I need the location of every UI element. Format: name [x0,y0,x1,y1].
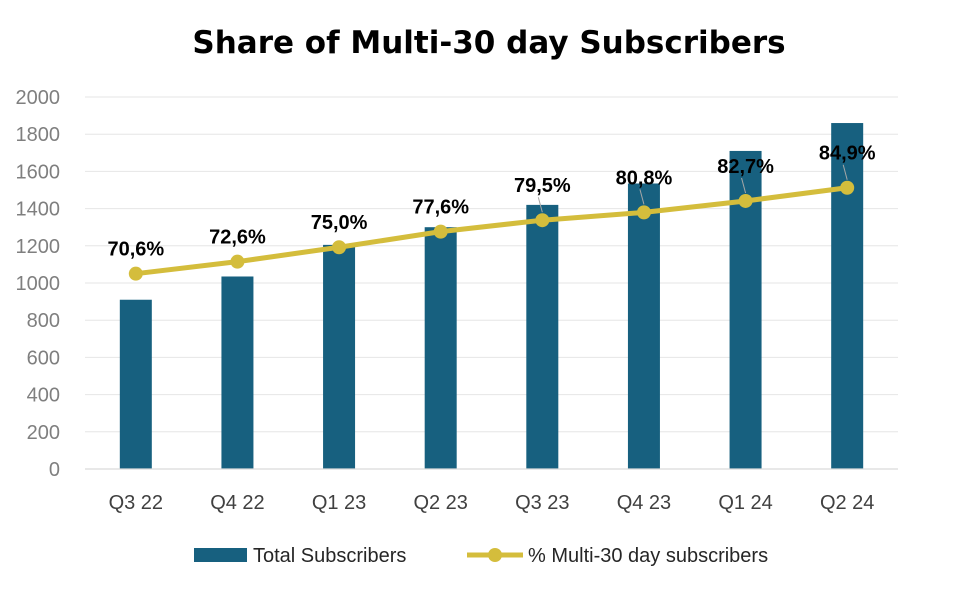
line-series [128,180,855,281]
x-tick-label: Q3 22 [109,492,163,514]
data-label-percent: 84,9% [819,143,876,165]
data-label-percent: 77,6% [412,197,469,219]
line-marker [332,240,347,255]
legend-label-total-subscribers: Total Subscribers [253,545,406,567]
y-axis-ticks: 0 200 400 600 800 1000 1200 1400 1600 1800 2000 [16,87,61,481]
x-tick-label: Q1 23 [312,492,366,514]
y-tick-label: 400 [27,385,60,407]
line-marker [433,224,448,239]
y-tick-label: 1200 [16,236,61,258]
y-tick-label: 2000 [16,87,61,109]
data-label-leader-line [741,177,747,194]
legend-swatch-multi-30-marker [488,548,502,562]
data-label-percent: 75,0% [311,212,368,234]
data-label-leader-line [639,189,645,205]
x-tick-label: Q2 24 [820,492,874,514]
legend-swatch-total-subscribers [194,548,247,562]
line-marker [128,266,143,281]
bar-total-subscribers [221,276,254,469]
bar-total-subscribers [119,299,152,469]
y-tick-label: 200 [27,422,60,444]
y-tick-label: 800 [27,310,60,332]
bar-total-subscribers [323,244,356,469]
bar-total-subscribers [627,183,660,470]
y-tick-label: 1400 [16,199,61,221]
data-label-leader-line [842,164,848,180]
data-label-percent: 80,8% [616,167,673,189]
y-tick-label: 1800 [16,124,61,146]
data-label-leader-line [537,197,543,213]
legend-label-multi-30: % Multi-30 day subscribers [528,545,768,567]
line-marker [840,180,855,195]
data-label-percent: 82,7% [717,156,774,178]
line-marker [230,254,245,269]
x-axis-ticks: Q3 22 Q4 22 Q1 23 Q2 23 Q3 23 Q4 23 Q1 24 Q2 24 [109,492,875,514]
bar-total-subscribers [831,123,864,469]
x-tick-label: Q3 23 [515,492,569,514]
chart-title: Share of Multi-30 day Subscribers [192,25,785,61]
data-label-percent: 70,6% [107,239,164,261]
y-tick-label: 600 [27,347,60,369]
bar-total-subscribers [424,227,457,469]
gridlines [85,96,898,433]
bar-total-subscribers [526,204,559,469]
data-label-percent: 72,6% [209,227,266,249]
bar-series [119,123,864,470]
line-marker [636,205,651,220]
x-tick-label: Q1 24 [718,492,772,514]
data-labels: 70,6% 72,6% 75,0% 77,6% 79,5% 80,8% 82,7% 84,9% [107,143,875,261]
y-tick-label: 1600 [16,161,61,183]
data-label-percent: 79,5% [514,175,571,197]
legend: Total Subscribers % Multi-30 day subscrib… [194,545,768,567]
line-marker [738,193,753,208]
y-tick-label: 1000 [16,273,61,295]
line-marker [535,213,550,228]
x-tick-label: Q2 23 [413,492,467,514]
x-tick-label: Q4 23 [617,492,671,514]
y-tick-label: 0 [49,459,60,481]
x-tick-label: Q4 22 [210,492,264,514]
line-multi-30-share [133,185,850,277]
